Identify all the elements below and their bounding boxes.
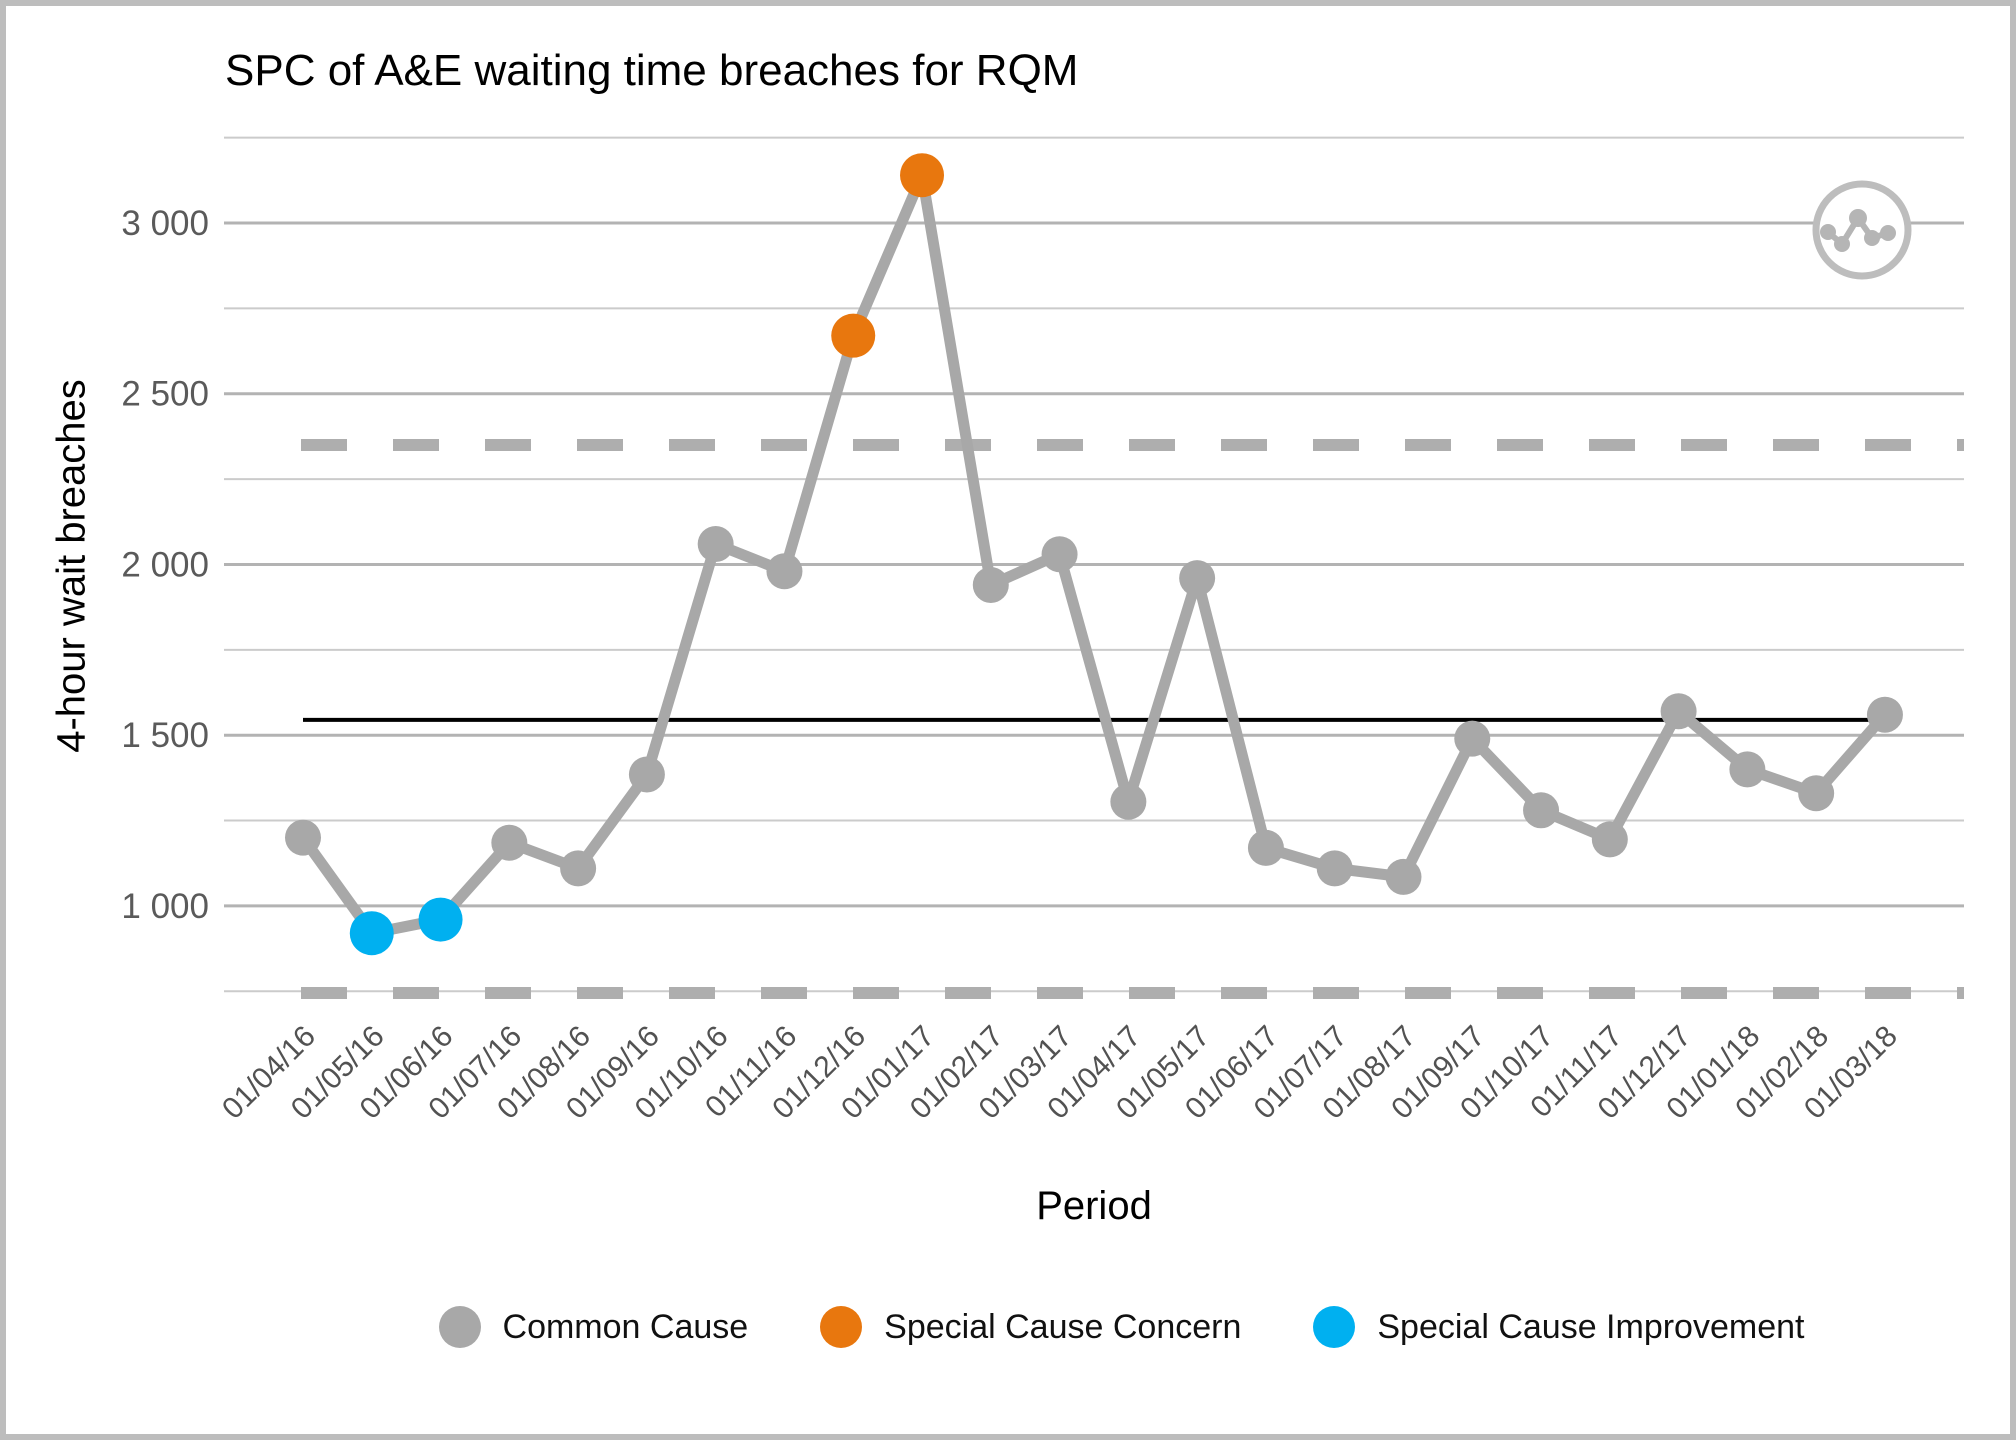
legend-label-common-cause: Common Cause: [502, 1307, 749, 1346]
data-point-common: [1316, 850, 1353, 887]
data-point-concern: [831, 313, 876, 358]
data-point-common: [1041, 536, 1078, 573]
data-point-common: [1110, 783, 1147, 820]
data-point-common: [1247, 829, 1284, 866]
data-point-common: [1179, 560, 1216, 597]
special-cause-concern-dot-icon: [820, 1306, 863, 1348]
chart-title: SPC of A&E waiting time breaches for RQM: [225, 46, 1079, 95]
data-point-common: [1591, 821, 1628, 858]
data-line: [297, 169, 1891, 939]
legend: Common Cause Special Cause Concern Speci…: [6, 1306, 2010, 1348]
x-axis-title: Period: [1036, 1184, 1152, 1228]
data-point-common: [1660, 693, 1697, 730]
data-point-improvement: [418, 897, 463, 942]
common-cause-dot-icon: [438, 1306, 481, 1348]
data-point-common: [560, 850, 597, 887]
legend-item-special-cause-improvement: Special Cause Improvement: [1313, 1306, 1804, 1348]
data-point-common: [1385, 858, 1422, 895]
y-tick-label: 2 500: [121, 375, 209, 414]
data-point-common: [697, 525, 734, 562]
line-chart-badge-icon: [1812, 180, 1912, 280]
legend-label-special-cause-concern: Special Cause Concern: [884, 1307, 1242, 1346]
data-point-common: [1523, 792, 1560, 829]
legend-item-common-cause: Common Cause: [438, 1306, 749, 1348]
legend-label-special-cause-improvement: Special Cause Improvement: [1377, 1307, 1805, 1346]
data-point-common: [628, 756, 665, 793]
data-point-common: [1798, 775, 1835, 812]
special-cause-improvement-dot-icon: [1313, 1306, 1356, 1348]
data-point-common: [491, 824, 528, 861]
data-point-improvement: [349, 911, 394, 956]
legend-item-special-cause-concern: Special Cause Concern: [820, 1306, 1241, 1348]
data-point-common: [1729, 751, 1766, 788]
data-point-common: [766, 553, 803, 590]
data-point-common: [1866, 696, 1903, 733]
data-point-common: [972, 566, 1009, 603]
y-axis-title: 4-hour wait breaches: [49, 379, 94, 753]
data-point-common: [285, 819, 321, 856]
y-tick-label: 1 000: [121, 887, 209, 926]
y-tick-label: 2 000: [121, 545, 209, 584]
y-tick-label: 1 500: [121, 716, 209, 755]
data-point-common: [1454, 720, 1491, 757]
y-tick-label: 3 000: [121, 204, 209, 243]
data-point-concern: [900, 153, 945, 198]
